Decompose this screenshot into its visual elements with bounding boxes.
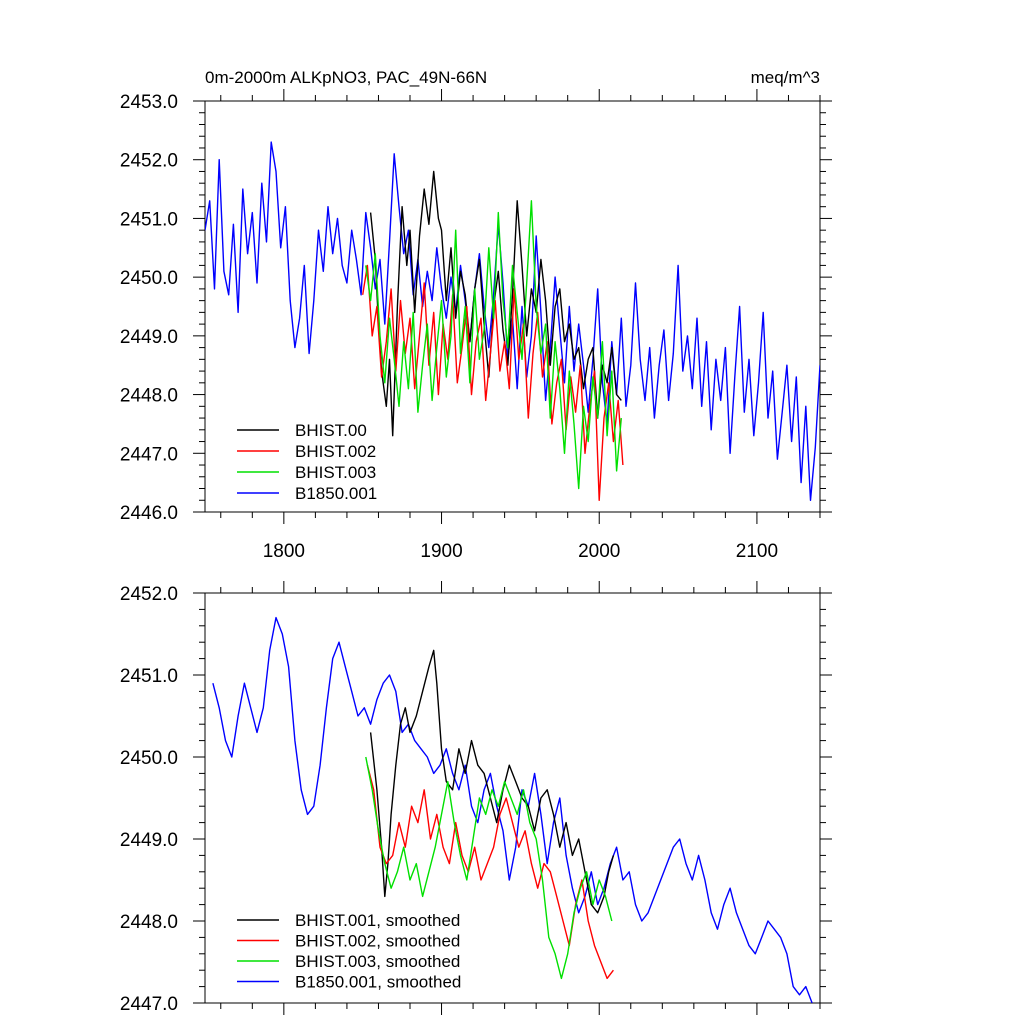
y-tick-label: 2453.0 [120,92,178,113]
legend-label: B1850.001 [295,484,377,503]
y-tick-label: 2447.0 [120,444,178,465]
chart-title: 0m-2000m ALKpNO3, PAC_49N-66N [205,68,487,87]
y-tick-label: 2452.0 [120,151,178,172]
y-tick-label: 2452.0 [120,584,178,605]
legend-label: BHIST.002, smoothed [295,932,460,951]
legend-label: BHIST.002 [295,442,376,461]
series-line-1 [362,264,624,501]
series-line-3 [212,616,813,1003]
x-tick-label: 1900 [420,541,462,562]
legend-label: BHIST.001, smoothed [295,911,460,930]
x-tick-label: 1800 [263,541,305,562]
x-tick-label: 2100 [736,541,778,562]
series-line-0 [369,649,615,914]
top-panel: 0m-2000m ALKpNO3, PAC_49N-66N meq/m^3 1800… [120,68,832,562]
y-tick-label: 2449.0 [120,830,178,851]
y-tick-label: 2448.0 [120,386,178,407]
y-tick-label: 2449.0 [120,327,178,348]
legend-label: B1850.001, smoothed [295,973,461,992]
legend-label: BHIST.00 [295,421,367,440]
y-tick-label: 2448.0 [120,912,178,933]
y-tick-label: 2446.0 [120,503,178,524]
legend-label: BHIST.003 [295,463,376,482]
plot-frame [204,592,821,1004]
legend-label: BHIST.003, smoothed [295,952,460,971]
series-line-2 [365,756,613,980]
y-tick-label: 2450.0 [120,268,178,289]
bottom-panel: 2447.0 2448.0 2449.0 2450.0 2451.0 2452.0 BHIS… [120,581,832,1015]
y-tick-label: 2447.0 [120,994,178,1015]
y-tick-label: 2451.0 [120,209,178,230]
y-tick-label: 2450.0 [120,748,178,769]
x-tick-label: 2000 [578,541,620,562]
plot-frame [204,100,821,513]
series-line-2 [365,200,622,490]
units-label: meq/m^3 [751,68,820,87]
y-tick-label: 2451.0 [120,666,178,687]
